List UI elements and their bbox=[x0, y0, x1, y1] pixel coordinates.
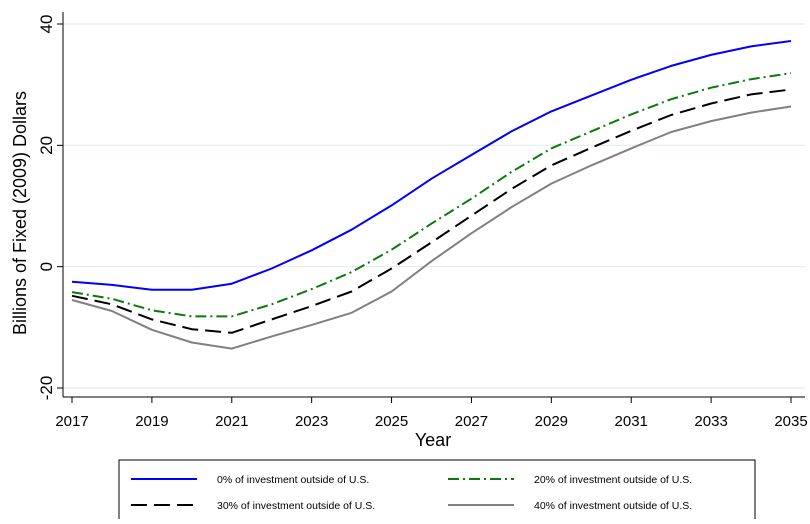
x-tick-label: 2027 bbox=[455, 413, 488, 430]
axes: -20 0 20 40 2017 2019 2021 2023 2025 2027 2029 2031… bbox=[37, 12, 808, 430]
y-tick-label: 0 bbox=[37, 262, 56, 271]
series-line bbox=[71, 88, 792, 334]
legend-label: 20% of investment outside of U.S. bbox=[534, 474, 692, 486]
series-lines bbox=[71, 40, 792, 350]
y-tick-label: 40 bbox=[37, 15, 56, 34]
y-tick-label: 20 bbox=[37, 136, 56, 155]
x-tick-label: 2017 bbox=[55, 413, 88, 430]
y-axis-label: Billions of Fixed (2009) Dollars bbox=[10, 91, 30, 335]
x-tick-label: 2029 bbox=[535, 413, 568, 430]
x-tick-label: 2021 bbox=[215, 413, 248, 430]
x-tick-label: 2035 bbox=[774, 413, 807, 430]
series-line bbox=[71, 105, 792, 350]
legend-label: 30% of investment outside of U.S. bbox=[217, 500, 375, 512]
x-axis-label: Year bbox=[415, 430, 451, 450]
legend-label: 40% of investment outside of U.S. bbox=[534, 500, 692, 512]
grid bbox=[64, 23, 805, 389]
x-tick-label: 2033 bbox=[694, 413, 727, 430]
series-line bbox=[71, 40, 792, 291]
x-tick-label: 2019 bbox=[135, 413, 168, 430]
x-tick-label: 2023 bbox=[295, 413, 328, 430]
legend: 0% of investment outside of U.S. 20% of i… bbox=[118, 459, 756, 523]
legend-label: 0% of investment outside of U.S. bbox=[217, 474, 369, 486]
y-tick-label: -20 bbox=[37, 376, 56, 401]
legend-box bbox=[118, 459, 756, 523]
series-line bbox=[71, 72, 792, 318]
x-tick-label: 2031 bbox=[615, 413, 648, 430]
x-tick-label: 2025 bbox=[375, 413, 408, 430]
